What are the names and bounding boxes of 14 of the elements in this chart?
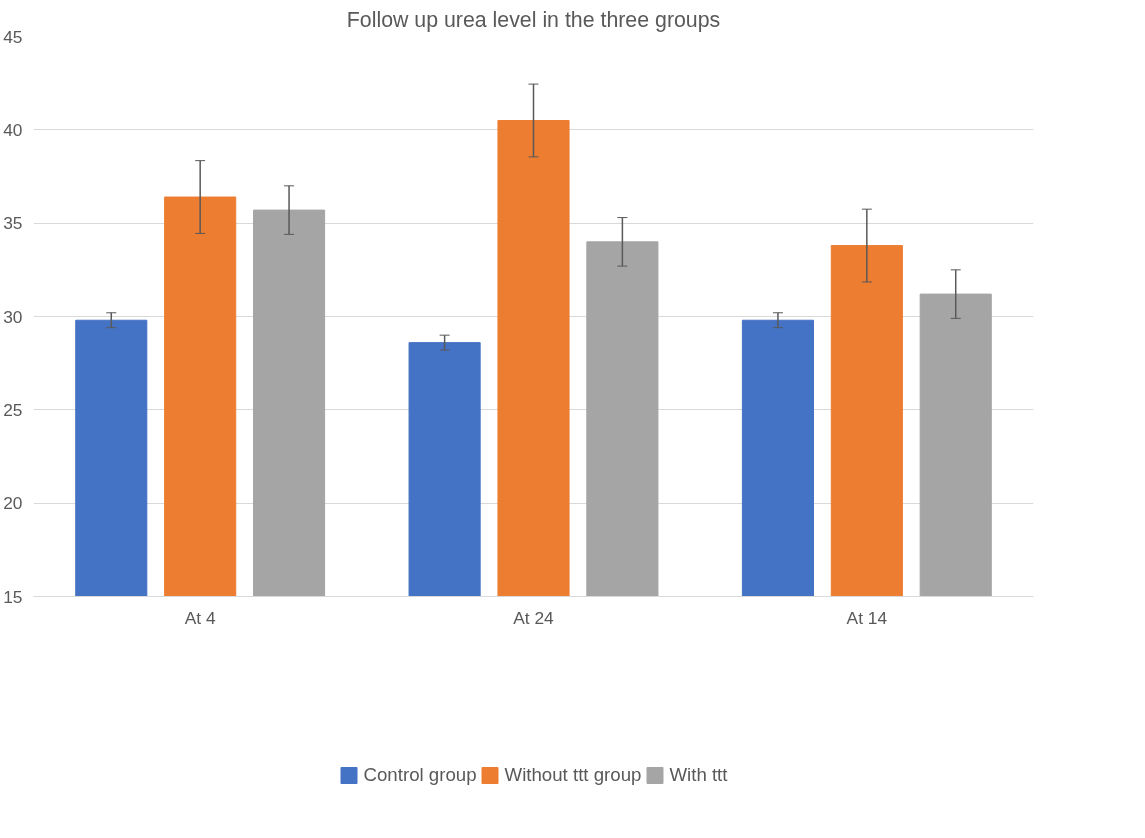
x-tick-label: At 14: [846, 607, 888, 628]
x-tick-label: At 4: [184, 607, 216, 628]
chart-title: Follow up urea level in the three groups: [346, 7, 721, 32]
y-tick-label: 25: [3, 399, 23, 420]
y-tick-label: 40: [3, 119, 23, 140]
x-tick-label: At 24: [513, 607, 555, 628]
legend-label: Control group: [363, 763, 477, 786]
legend-label: Without ttt group: [504, 763, 642, 786]
y-tick-label: 20: [3, 493, 23, 514]
y-tick-label: 30: [3, 306, 23, 327]
y-tick-label: 45: [3, 26, 23, 47]
legend-label: With ttt: [669, 763, 728, 786]
y-tick-label: 35: [3, 213, 23, 234]
y-tick-label: 15: [3, 586, 23, 607]
